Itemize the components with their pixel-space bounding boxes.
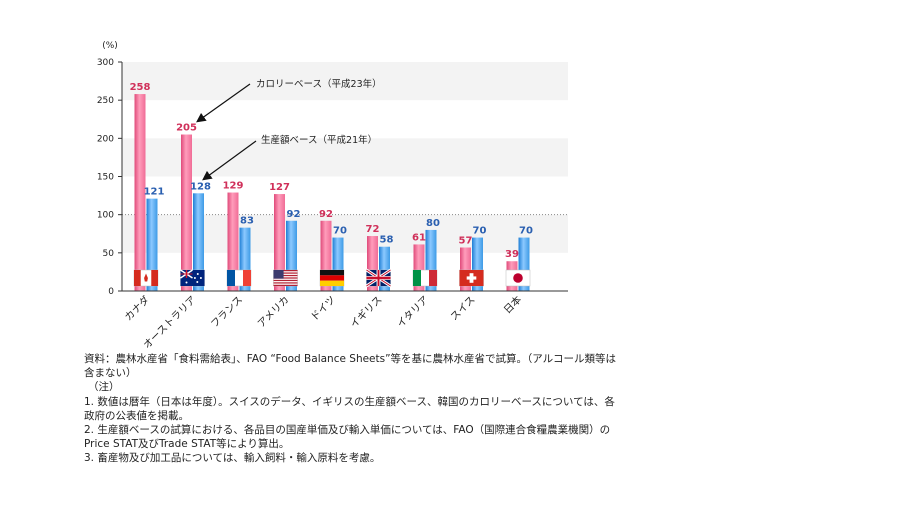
- bar-production: [332, 237, 344, 291]
- category-label: 日本: [501, 293, 524, 316]
- category-label: フランス: [208, 294, 245, 331]
- bar-calorie: [460, 247, 471, 291]
- note-3: 3. 畜産物及び加工品については、輸入飼料・輸入原料を考慮。: [84, 452, 381, 465]
- legend-calorie-label: カロリーベース（平成23年）: [256, 78, 382, 90]
- category-label: ドイツ: [309, 294, 338, 323]
- grid-band: [122, 62, 568, 101]
- value-label-production: 92: [287, 209, 301, 220]
- value-label-production: 70: [473, 226, 487, 237]
- source-line-1: 資料：農林水産省「食料需給表」、FAO “Food Balance Sheets…: [84, 353, 616, 365]
- grid-bands: [122, 62, 568, 253]
- note-2-line-1: 2. 生産額ベースの試算における、各品目の国産単価及び輸入単価については、FAO…: [84, 424, 611, 437]
- note-1-line-2: 政府の公表値を掲載。: [84, 409, 189, 422]
- y-tick-label: 50: [103, 249, 115, 259]
- bar-calorie: [181, 134, 192, 291]
- value-label-production: 80: [426, 218, 440, 229]
- germany-flag: [319, 269, 345, 287]
- bar-calorie: [274, 194, 285, 291]
- bar-calorie: [367, 236, 378, 291]
- bars: [134, 94, 530, 291]
- notes-section: 資料：農林水産省「食料需給表」、FAO “Food Balance Sheets…: [84, 352, 616, 466]
- bar-production: [425, 229, 437, 291]
- value-label-production: 83: [240, 216, 254, 227]
- value-label-calorie: 92: [319, 209, 333, 220]
- y-tick-label: 150: [97, 173, 114, 183]
- category-label: スイス: [449, 294, 478, 323]
- switzerland-flag: [459, 269, 484, 287]
- legend-calorie-arrow: [196, 83, 251, 123]
- grid-band: [122, 138, 568, 177]
- australia-flag: [180, 269, 205, 287]
- bar-production: [286, 220, 297, 291]
- usa-flag: [273, 269, 298, 287]
- value-label-calorie: 127: [269, 182, 290, 193]
- category-label: カナダ: [122, 293, 152, 323]
- value-label-production: 70: [333, 226, 347, 237]
- value-label-production: 128: [190, 181, 211, 192]
- value-label-calorie: 129: [223, 181, 244, 192]
- category-label: イギリス: [348, 294, 385, 331]
- legend-production-label: 生産額ベース（平成21年）: [261, 134, 377, 146]
- value-label-calorie: 39: [505, 249, 519, 260]
- value-label-calorie: 61: [412, 232, 426, 243]
- bar-production: [239, 227, 251, 291]
- bar-production: [472, 237, 483, 291]
- value-label-production: 58: [380, 235, 394, 246]
- japan-flag: [505, 269, 531, 287]
- bar-calorie: [320, 220, 332, 291]
- y-tick-label: 300: [97, 58, 114, 68]
- legend-production-arrow: [202, 140, 257, 181]
- bar-production: [146, 198, 158, 291]
- note-1-line-1: 1. 数値は暦年（日本は年度）。スイスのデータ、イギリスの生産額ベース、韓国のカ…: [84, 395, 615, 408]
- flags: [133, 268, 531, 288]
- category-label: アメリカ: [255, 294, 291, 330]
- value-label-calorie: 258: [130, 82, 151, 93]
- note-2-line-2: Price STAT及びTrade STAT等により算出。: [84, 438, 290, 451]
- uk-flag: [365, 268, 392, 288]
- y-unit-label: (%): [102, 41, 118, 51]
- value-label-calorie: 205: [176, 123, 197, 134]
- y-ticks: 0 50 100 150 200 250 300: [97, 58, 122, 297]
- bar-production: [379, 246, 390, 291]
- y-tick-label: 250: [97, 96, 114, 106]
- bar-production: [193, 193, 204, 291]
- value-label-calorie: 72: [366, 224, 380, 235]
- source-line-2: 含まない）: [84, 367, 137, 380]
- bar-calorie: [134, 94, 146, 291]
- canada-flag: [133, 269, 159, 287]
- category-label: イタリア: [395, 294, 431, 330]
- y-tick-label: 100: [97, 211, 114, 221]
- bar-calorie: [413, 244, 425, 291]
- value-label-calorie: 57: [459, 235, 473, 246]
- bar-production: [518, 237, 530, 291]
- bar-calorie: [227, 192, 239, 291]
- value-label-production: 121: [144, 187, 165, 198]
- value-label-production: 70: [519, 226, 533, 237]
- france-flag: [226, 269, 252, 287]
- italy-flag: [412, 269, 438, 287]
- y-tick-label: 0: [108, 287, 114, 297]
- note-header: （注）: [88, 381, 120, 394]
- y-tick-label: 200: [97, 134, 114, 144]
